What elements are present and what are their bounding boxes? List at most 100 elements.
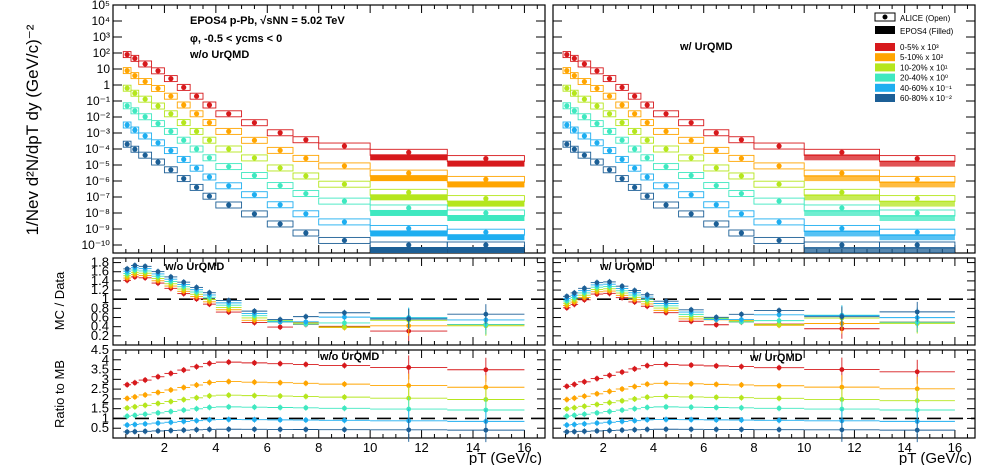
- ratio-mb-point-40-60%: [342, 417, 347, 423]
- alice-box-5-10%: [215, 127, 243, 135]
- alice-point-20-40%: [644, 155, 650, 161]
- ratio-mb-point-10-20%: [713, 394, 719, 400]
- ratio-mb-point-60-80%: [839, 427, 845, 433]
- alice-point-40-60%: [483, 229, 489, 235]
- alice-point-0-5%: [776, 143, 782, 149]
- ratio-mb-point-20-40%: [632, 406, 638, 412]
- alice-point-5-10%: [663, 128, 669, 134]
- alice-box-10-20%: [151, 102, 165, 110]
- alice-point-5-10%: [619, 102, 625, 108]
- mc-data-point-60-80%: [226, 298, 232, 303]
- alice-point-5-10%: [644, 120, 650, 126]
- top-ytick-label: 10²: [93, 46, 110, 60]
- epos4-band-0-5%: [879, 160, 955, 167]
- alice-point-60-80%: [738, 230, 744, 236]
- ratio-mb-point-5-10%: [303, 380, 309, 386]
- ratio-mb-point-20-40%: [688, 404, 694, 410]
- alice-point-10-20%: [181, 120, 187, 126]
- alice-box-60-80%: [122, 140, 132, 148]
- ratio-mb-point-0-5%: [688, 362, 694, 368]
- legend-swatch-2: [875, 63, 895, 72]
- panel-label-right-top: w/ UrQMD: [679, 41, 733, 53]
- alice-point-10-20%: [738, 173, 744, 179]
- ratio-mb-point-40-60%: [713, 417, 719, 423]
- ratio-mb-point-40-60%: [155, 420, 161, 426]
- alice-point-60-80%: [619, 176, 625, 182]
- top-ytick-label: 10⁻⁵: [85, 158, 110, 172]
- ratio-mb-point-40-60%: [581, 421, 587, 427]
- alice-box-5-10%: [653, 127, 680, 135]
- alice-point-5-10%: [564, 68, 570, 74]
- chart-title: EPOS4 p-Pb, √sNN = 5.02 TeV: [190, 15, 345, 27]
- alice-point-0-5%: [663, 111, 669, 117]
- alice-box-60-80%: [241, 210, 268, 218]
- bot-ytick-label: 4.5: [91, 342, 109, 357]
- top-ytick-label: 10⁴: [91, 14, 110, 28]
- alice-box-40-60%: [640, 173, 654, 181]
- alice-box-40-60%: [627, 164, 642, 172]
- ratio-mb-point-0-5%: [168, 371, 174, 376]
- ratio-mb-point-5-10%: [607, 389, 612, 394]
- ratio-mb-point-40-60%: [207, 417, 212, 423]
- ratio-mb-point-40-60%: [776, 417, 782, 423]
- alice-box-10-20%: [577, 95, 592, 103]
- alice-point-60-80%: [688, 211, 694, 217]
- ratio-mb-point-0-5%: [132, 380, 138, 386]
- alice-point-60-80%: [632, 184, 638, 190]
- alice-point-0-5%: [564, 52, 570, 58]
- alice-point-10-20%: [277, 165, 283, 171]
- ratio-mb-point-10-20%: [181, 397, 187, 403]
- ratio-mb-point-5-10%: [776, 383, 782, 389]
- epos4-band-10-20%: [447, 200, 525, 207]
- ratio-mb-point-10-20%: [663, 394, 669, 399]
- alice-box-40-60%: [562, 121, 572, 129]
- alice-point-40-60%: [142, 133, 148, 139]
- alice-box-10-20%: [130, 89, 140, 97]
- alice-box-20-40%: [570, 107, 579, 115]
- mc-data-point-40-60%: [342, 314, 347, 320]
- alice-box-5-10%: [138, 78, 153, 86]
- alice-point-5-10%: [839, 170, 845, 176]
- ratio-mb-point-40-60%: [142, 421, 148, 427]
- alice-point-40-60%: [226, 183, 232, 189]
- left-xtick-label: 16: [517, 440, 531, 455]
- ratio-mb-point-20-40%: [132, 412, 138, 418]
- bot-ytick-label: 0.5: [91, 420, 109, 435]
- alice-point-10-20%: [206, 137, 213, 143]
- alice-box-40-60%: [590, 139, 604, 147]
- alice-point-0-5%: [341, 143, 348, 149]
- top-ytick-label: 10⁻⁷: [86, 190, 110, 204]
- bot-ytick-label: 2.5: [91, 381, 109, 396]
- epos4-band-5-10%: [447, 181, 525, 188]
- legend-swatch-3: [875, 73, 895, 82]
- mid-ytick-label: 1.8: [91, 255, 109, 270]
- alice-point-0-5%: [142, 61, 148, 67]
- alice-box-40-60%: [163, 147, 178, 155]
- alice-point-60-80%: [206, 193, 213, 199]
- legend-entry-5: 60-80% x 10⁻²: [900, 94, 952, 103]
- epos4-band-40-60%: [879, 234, 955, 241]
- alice-point-0-5%: [303, 137, 309, 143]
- ratio-mb-point-10-20%: [581, 403, 587, 409]
- alice-box-10-20%: [176, 119, 191, 127]
- ratio-mb-point-60-80%: [688, 426, 694, 432]
- alice-box-10-20%: [241, 154, 268, 162]
- ratio-mb-point-60-80%: [142, 428, 148, 434]
- ratio-mb-point-20-40%: [571, 412, 577, 418]
- mc-data-point-60-80%: [839, 314, 845, 320]
- bot-ytick-label: 4: [102, 352, 109, 367]
- alice-box-0-5%: [163, 75, 178, 83]
- alice-box-5-10%: [615, 101, 629, 109]
- alice-box-0-5%: [176, 83, 191, 91]
- alice-box-40-60%: [678, 191, 705, 199]
- alice-point-10-20%: [606, 111, 613, 117]
- alice-box-20-40%: [318, 197, 371, 205]
- mc-data-point-60-80%: [644, 292, 650, 298]
- epos4-band-20-40%: [370, 209, 448, 216]
- right-mid-frame: [552, 257, 976, 346]
- alice-point-0-5%: [406, 149, 412, 155]
- alice-box-5-10%: [753, 162, 805, 170]
- ratio-mb-point-5-10%: [632, 384, 638, 390]
- mc-data-point-60-80%: [571, 290, 577, 296]
- alice-point-40-60%: [341, 219, 348, 225]
